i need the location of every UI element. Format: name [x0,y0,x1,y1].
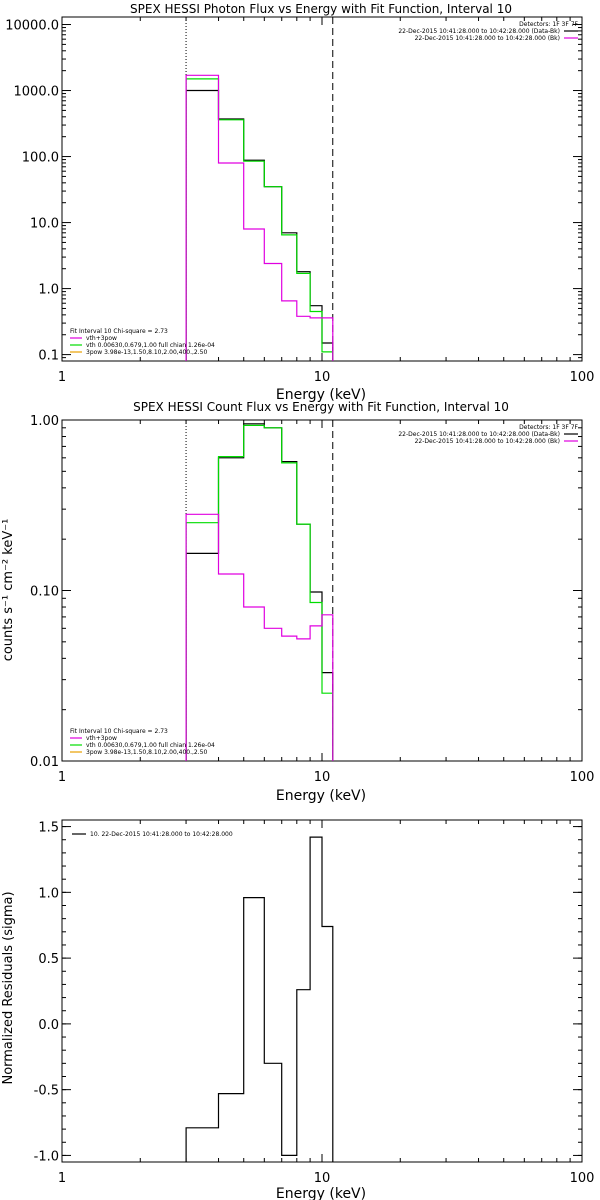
count-fit-legend-entry: vth 0.00630,0.679,1.00 full chian 1.26e-… [86,742,215,749]
photon-y-tick-label: 1000.0 [14,85,60,100]
count-total-series-line [185,424,334,761]
count-fit-legend-header: Fit Interval 10 Chi-square = 2.73 [70,728,168,735]
photon-x-axis-label: Energy (keV) [276,387,366,403]
count-legend-entry: 22-Dec-2015 10:41:28.000 to 10:42:28.000… [415,438,560,445]
residuals-y-tick-label: -0.5 [34,1084,59,1099]
residuals-data-series-line [185,836,334,1162]
photon-legend-header: Detectors: 1F 3F 7F [519,21,578,28]
count-plot-frame [61,419,583,762]
photon-x-tick-label: 10 [314,370,331,385]
photon-fit-legend-entry: 3pow 3.98e-13,1.50,8.10,2.00,400.,2.50 [86,349,207,356]
photon-fit-legend-entry: vth+3pow [86,335,117,342]
residuals-y-axis-label: Normalized Residuals (sigma) [1,891,16,1084]
count-legend-header: Detectors: 1F 3F 7F [519,424,578,431]
photon-thermal-series-line [185,74,334,361]
count-flux-panel: SPEX HESSI Count Flux vs Energy with Fit… [1,400,594,804]
count-x-tick-label: 1 [58,770,66,785]
photon-y-tick-label: 1.0 [38,283,59,298]
count-x-tick-label: 10 [314,770,331,785]
count-thermal-series-line [185,513,334,761]
photon-y-tick-label: 10.0 [30,217,59,232]
residuals-legend-entry: 10. 22-Dec-2015 10:41:28.000 to 10:42:28… [90,831,233,838]
photon-y-tick-label: 100.0 [22,151,59,166]
count-y-tick-label: 0.10 [30,585,59,600]
photon-fit-legend-header: Fit Interval 10 Chi-square = 2.73 [70,328,168,335]
count-x-tick-label: 100 [570,770,595,785]
count-chart-title: SPEX HESSI Count Flux vs Energy with Fit… [133,400,509,414]
count-fit-legend-entry: 3pow 3.98e-13,1.50,8.10,2.00,400.,2.50 [86,749,207,756]
residuals-x-tick-label: 100 [570,1171,595,1186]
photon-legend-entry: 22-Dec-2015 10:41:28.000 to 10:42:28.000… [415,35,560,42]
photon-data-series-line [185,89,334,361]
photon-flux-panel: SPEX HESSI Photon Flux vs Energy with Fi… [5,2,594,403]
count-data-series-line [185,423,334,761]
residuals-y-tick-label: 0.0 [38,1018,59,1033]
photon-legend-entry: 22-Dec-2015 10:41:28.000 to 10:42:28.000… [398,28,560,35]
count-y-tick-label: 0.01 [30,755,59,770]
residuals-y-tick-label: 0.5 [38,952,59,967]
count-y-tick-label: 1.00 [30,414,59,429]
count-legend-entry: 22-Dec-2015 10:41:28.000 to 10:42:28.000… [398,431,560,438]
photon-chart-title: SPEX HESSI Photon Flux vs Energy with Fi… [130,2,512,16]
photon-total-series-line [185,78,334,361]
residuals-x-axis-label: Energy (keV) [276,1186,366,1200]
photon-x-tick-label: 1 [58,370,66,385]
photon-fit-legend-entry: vth 0.00630,0.679,1.00 full chian 1.26e-… [86,342,215,349]
count-fit-legend-entry: vth+3pow [86,735,117,742]
residuals-x-tick-label: 10 [314,1171,331,1186]
residuals-panel: Energy (keV) Normalized Residuals (sigma… [1,819,595,1200]
photon-x-tick-label: 100 [570,370,595,385]
residuals-x-tick-label: 1 [58,1171,66,1186]
residuals-y-tick-label: 1.0 [38,886,59,901]
count-y-axis-label: counts s⁻¹ cm⁻² keV⁻¹ [1,519,16,662]
photon-y-tick-label: 10000.0 [5,19,59,34]
residuals-y-tick-label: -1.0 [34,1149,59,1164]
count-x-axis-label: Energy (keV) [276,788,366,804]
residuals-y-tick-label: 1.5 [38,821,59,836]
photon-y-tick-label: 0.1 [38,349,59,364]
